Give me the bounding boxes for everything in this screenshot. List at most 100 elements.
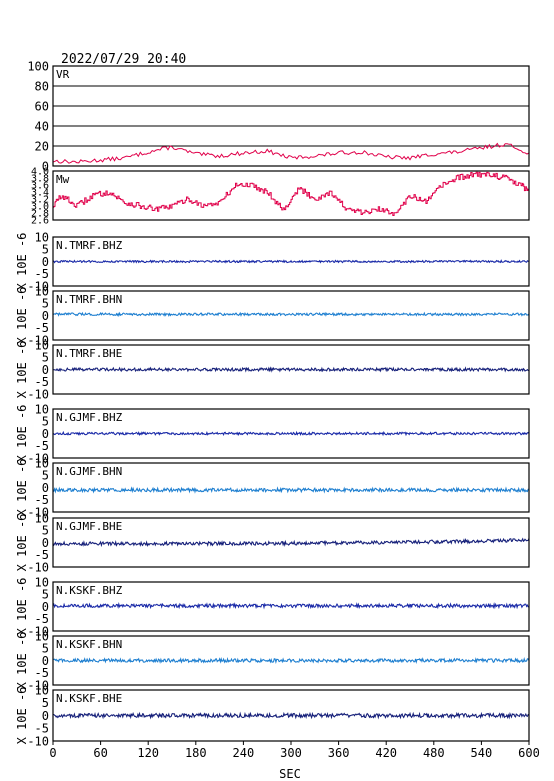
y-tick-label: 0: [42, 255, 49, 269]
x-tick-label: 480: [423, 746, 445, 760]
panel-label: N.KSKF.BHZ: [56, 584, 123, 597]
panel-frame: [52, 344, 530, 395]
y-tick-label: 0: [42, 159, 49, 173]
y-tick-label: 4.0: [31, 167, 49, 178]
timestamp-label: 2022/07/29 20:40: [61, 52, 186, 67]
trace-line: [52, 602, 529, 610]
panel-frame: [52, 408, 530, 459]
y-tick-label: 10: [35, 629, 49, 643]
trace-line: [52, 430, 530, 437]
trace-line: [52, 656, 530, 665]
y-tick-label: 10: [35, 456, 49, 470]
panel-frame: [52, 65, 530, 167]
y-tick-label: 5: [42, 297, 49, 311]
y-tick-label: 3.0: [31, 202, 49, 213]
trace-line: [53, 366, 530, 373]
y-tick-label: -5: [35, 439, 49, 453]
y-tick-label: 5: [42, 415, 49, 429]
panel-vr: 100 80 60 40 20 0 VR: [27, 59, 530, 173]
y-tick-label: 2.6: [31, 216, 49, 227]
x-tick-label: 420: [375, 746, 397, 760]
y-tick-label: -10: [27, 451, 49, 465]
x-tick-label: 240: [233, 746, 255, 760]
panel-frame: [52, 517, 530, 568]
y-tick-label: 3.6: [31, 181, 49, 192]
y-tick-label: -10: [27, 734, 49, 748]
panel-label: VR: [56, 68, 70, 81]
y-tick-label: -5: [35, 548, 49, 562]
y-tick-label: -10: [27, 624, 49, 638]
panel-frame: [52, 290, 530, 341]
y-tick-label: -5: [35, 375, 49, 389]
y-tick-label: 3.4: [31, 188, 49, 199]
y-tick-label: 0: [42, 654, 49, 668]
y-tick-label: 5: [42, 588, 49, 602]
panel-label: N.KSKF.BHE: [56, 692, 122, 705]
y-tick-label: 10: [35, 338, 49, 352]
y-tick-label: 5: [42, 524, 49, 538]
x-tick-label: 600: [518, 746, 540, 760]
y-tick-label: 10: [35, 284, 49, 298]
y-tick-label: 3.2: [31, 195, 49, 206]
y-axis-unit-label: X 10E -6: [15, 287, 29, 345]
panel-frame: [52, 170, 530, 221]
y-tick-label: 10: [35, 683, 49, 697]
y-axis-unit-label: X 10E -6: [15, 687, 29, 745]
panel-label: N.GJMF.BHZ: [56, 411, 123, 424]
panel-label: N.TMRF.BHZ: [56, 239, 123, 252]
panels-group: 100806040200VR4.03.83.63.43.23.02.82.6Mw…: [15, 59, 530, 748]
panel-label: N.TMRF.BHE: [56, 347, 122, 360]
panel-frame: [52, 462, 530, 513]
x-tick-label: 360: [328, 746, 350, 760]
y-tick-label: 0: [42, 600, 49, 614]
y-axis-unit-label: X 10E -6: [15, 514, 29, 572]
y-tick-label: -10: [27, 505, 49, 519]
y-tick-label: 2.8: [31, 209, 49, 220]
y-tick-label: 0: [42, 363, 49, 377]
y-tick-label: -5: [35, 321, 49, 335]
y-tick-label: 5: [42, 243, 49, 257]
panel-frame: [52, 236, 530, 287]
panel-frame: [52, 635, 530, 686]
panel-label: N.GJMF.BHN: [56, 465, 122, 478]
trace-line: [52, 311, 530, 318]
y-axis-unit-label: X 10E -6: [15, 233, 29, 291]
x-axis-label: SEC: [279, 767, 301, 781]
y-tick-label: 3.8: [31, 174, 49, 185]
y-tick-label: 0: [42, 427, 49, 441]
panel-label: N.KSKF.BHN: [56, 638, 122, 651]
y-tick-label: 0: [42, 481, 49, 495]
y-tick-label: -10: [27, 333, 49, 347]
trace-line: [52, 259, 530, 264]
y-tick-label: 20: [35, 139, 49, 153]
y-tick-label: 10: [35, 402, 49, 416]
y-tick-label: 10: [35, 230, 49, 244]
y-tick-label: 0: [42, 536, 49, 550]
trace-line: [52, 486, 530, 494]
y-tick-label: -5: [35, 722, 49, 736]
x-tick-label: 300: [280, 746, 302, 760]
y-tick-label: -10: [27, 279, 49, 293]
y-tick-label: 60: [35, 99, 49, 113]
x-tick-label: 540: [471, 746, 493, 760]
panel-label: Mw: [56, 173, 70, 186]
y-axis-unit-label: X 10E -6: [15, 578, 29, 636]
trace-line: [53, 171, 530, 216]
y-tick-label: 40: [35, 119, 49, 133]
trace-line: [52, 537, 530, 548]
panel-label: N.GJMF.BHE: [56, 520, 122, 533]
x-tick-label: 60: [93, 746, 107, 760]
y-tick-label: 5: [42, 642, 49, 656]
y-tick-label: 10: [35, 511, 49, 525]
y-tick-label: 5: [42, 469, 49, 483]
y-tick-label: -5: [35, 267, 49, 281]
x-tick-label: 120: [137, 746, 159, 760]
y-tick-label: 80: [35, 79, 49, 93]
